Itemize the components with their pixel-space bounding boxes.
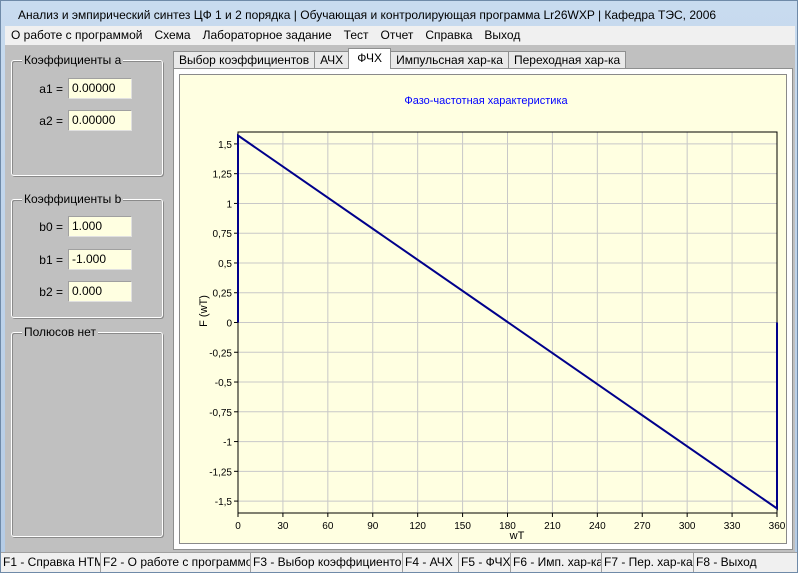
coef-b1-row: b1 = -1.000 (12, 249, 132, 270)
phase-chart: 0 30 60 90 120 150 180 210 240 270 300 330 360 1,5 1,2… (198, 95, 786, 542)
y-tick-label: 0 (226, 319, 232, 330)
y-tick-label: -0,75 (209, 408, 232, 419)
b1-input[interactable]: -1.000 (68, 249, 132, 270)
coef-a1-row: a1 = 0.00000 (12, 78, 132, 99)
status-f7-step[interactable]: F7 - Пер. хар-ка (602, 553, 694, 572)
coef-b-group: Коэффициенты b b0 = 1.000 b1 = -1.000 b2… (11, 192, 163, 318)
tab-panel-phase: 0 30 60 90 120 150 180 210 240 270 300 330 360 1,5 1,2… (173, 68, 793, 550)
b0-label: b0 = (39, 219, 63, 234)
b2-label: b2 = (39, 284, 63, 299)
y-tick-label: 0,25 (213, 289, 233, 300)
y-tick-label: -1 (223, 438, 232, 449)
menu-report[interactable]: Отчет (380, 28, 414, 42)
x-tick-label: 360 (769, 521, 786, 532)
menu-test[interactable]: Тест (343, 28, 369, 42)
x-tick-label: 120 (409, 521, 426, 532)
b0-input[interactable]: 1.000 (68, 216, 132, 237)
client-area: Коэффициенты a a1 = 0.00000 a2 = 0.00000… (5, 45, 795, 552)
status-f1-help[interactable]: F1 - Справка HTML (1, 553, 101, 572)
coef-b2-row: b2 = 0.000 (12, 281, 132, 302)
tab-strip: Выбор коэффициентов АЧХ ФЧХ Импульсная х… (173, 48, 627, 69)
x-tick-label: 210 (544, 521, 561, 532)
x-tick-label: 270 (634, 521, 651, 532)
coef-a-group: Коэффициенты a a1 = 0.00000 a2 = 0.00000 (11, 53, 163, 176)
y-tick-label: -0,5 (215, 378, 233, 389)
a2-label: a2 = (39, 113, 63, 128)
x-tick-label: 60 (322, 521, 334, 532)
window-title: Анализ и эмпирический синтез ЦФ 1 и 2 по… (18, 8, 717, 22)
x-tick-label: 300 (679, 521, 696, 532)
chart-ylabel: F (wT) (198, 295, 210, 327)
menu-lab-task[interactable]: Лабораторное задание (202, 28, 332, 42)
y-tick-label: -1,25 (209, 467, 232, 478)
chart-frame: 0 30 60 90 120 150 180 210 240 270 300 330 360 1,5 1,2… (179, 74, 787, 544)
menu-scheme[interactable]: Схема (154, 28, 191, 42)
status-f2-about[interactable]: F2 - О работе с программой (101, 553, 251, 572)
phase-series-line (237, 133, 778, 511)
y-tick-label: 0,75 (213, 229, 233, 240)
poles-group: Полюсов нет (11, 325, 163, 537)
tab-phase[interactable]: ФЧХ (348, 48, 392, 69)
tab-impulse[interactable]: Импульсная хар-ка (390, 51, 509, 69)
y-tick-label: 1,5 (218, 140, 232, 151)
status-f6-impulse[interactable]: F6 - Имп. хар-ка (511, 553, 602, 572)
y-tick-label: 0,5 (218, 259, 232, 270)
y-tick-label: -1,5 (215, 497, 233, 508)
coef-a-title: Коэффициенты a (22, 53, 124, 67)
a1-label: a1 = (39, 81, 63, 96)
tab-step[interactable]: Переходная хар-ка (507, 51, 627, 69)
y-tick-label: 1 (226, 199, 232, 210)
a1-input[interactable]: 0.00000 (68, 78, 132, 99)
b1-label: b1 = (39, 252, 63, 267)
status-f5-phase[interactable]: F5 - ФЧХ (459, 553, 511, 572)
menu-bar: О работе с программой Схема Лабораторное… (5, 26, 795, 45)
poles-title: Полюсов нет (22, 325, 98, 339)
menu-about[interactable]: О работе с программой (11, 28, 143, 42)
x-tick-label: 150 (454, 521, 471, 532)
tab-coefficients[interactable]: Выбор коэффициентов (173, 51, 316, 69)
x-tick-label: 90 (367, 521, 379, 532)
coef-b-title: Коэффициенты b (22, 192, 124, 206)
status-f3-coefficients[interactable]: F3 - Выбор коэффициентов (251, 553, 403, 572)
y-tick-label: 1,25 (213, 170, 233, 181)
chart-title: Фазо-частотная характеристика (404, 95, 568, 107)
x-tick-label: 330 (724, 521, 741, 532)
a2-input[interactable]: 0.00000 (68, 110, 132, 131)
tab-amplitude[interactable]: АЧХ (314, 51, 350, 69)
status-bar: F1 - Справка HTML F2 - О работе с програ… (1, 552, 797, 572)
x-tick-label: 240 (589, 521, 606, 532)
chart-xlabel: wT (509, 530, 525, 542)
status-f4-amplitude[interactable]: F4 - АЧХ (403, 553, 459, 572)
status-f8-exit[interactable]: F8 - Выход (696, 555, 757, 569)
x-tick-label: 30 (277, 521, 289, 532)
menu-help[interactable]: Справка (425, 28, 473, 42)
x-tick-label: 180 (499, 521, 516, 532)
coef-b0-row: b0 = 1.000 (12, 216, 132, 237)
menu-exit[interactable]: Выход (484, 28, 521, 42)
coef-a2-row: a2 = 0.00000 (12, 110, 132, 131)
b2-input[interactable]: 0.000 (68, 281, 132, 302)
x-tick-label: 0 (235, 521, 241, 532)
y-tick-label: -0,25 (209, 348, 232, 359)
